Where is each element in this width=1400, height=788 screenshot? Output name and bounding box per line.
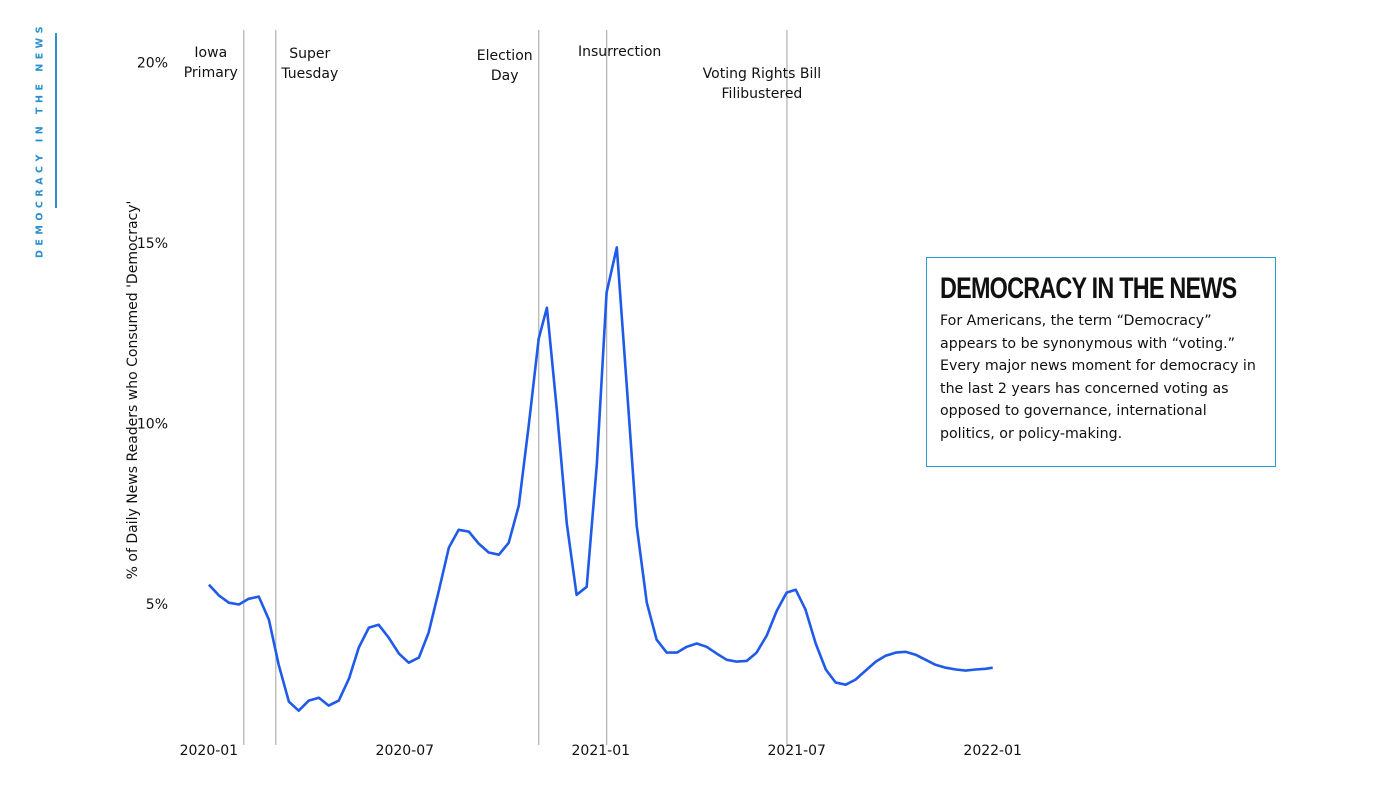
info-body: For Americans, the term “Democracy” appe…	[940, 313, 1256, 442]
event-label: Insurrection	[578, 44, 661, 60]
x-tick-label: 2020-07	[376, 743, 435, 759]
y-tick-label: 10%	[137, 417, 168, 433]
x-tick-label: 2020-01	[180, 743, 239, 759]
event-label: Filibustered	[722, 86, 803, 102]
y-tick-label: 20%	[137, 56, 168, 72]
event-label: Tuesday	[280, 66, 338, 82]
x-tick-label: 2021-01	[572, 743, 631, 759]
event-label: Election	[477, 48, 533, 64]
y-axis-label: % of Daily News Readers who Consumed 'De…	[125, 201, 141, 580]
x-tick-label: 2021-07	[767, 743, 826, 759]
event-label: Iowa	[194, 45, 227, 61]
event-label: Voting Rights Bill	[703, 66, 822, 82]
x-tick-label: 2022-01	[963, 743, 1022, 759]
info-box: DEMOCRACY IN THE NEWS For Americans, the…	[926, 257, 1276, 467]
event-label: Day	[491, 68, 519, 84]
y-tick-label: 15%	[137, 236, 168, 252]
sidebar-label: DEMOCRACY IN THE NEWS	[35, 22, 46, 258]
data-line	[207, 246, 993, 712]
event-label: Super	[289, 46, 330, 62]
event-label: Primary	[184, 65, 238, 81]
y-tick-label: 5%	[146, 597, 168, 613]
info-title: DEMOCRACY IN THE NEWS	[940, 272, 1237, 305]
